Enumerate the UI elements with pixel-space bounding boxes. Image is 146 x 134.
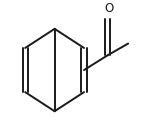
Text: O: O — [104, 3, 114, 16]
